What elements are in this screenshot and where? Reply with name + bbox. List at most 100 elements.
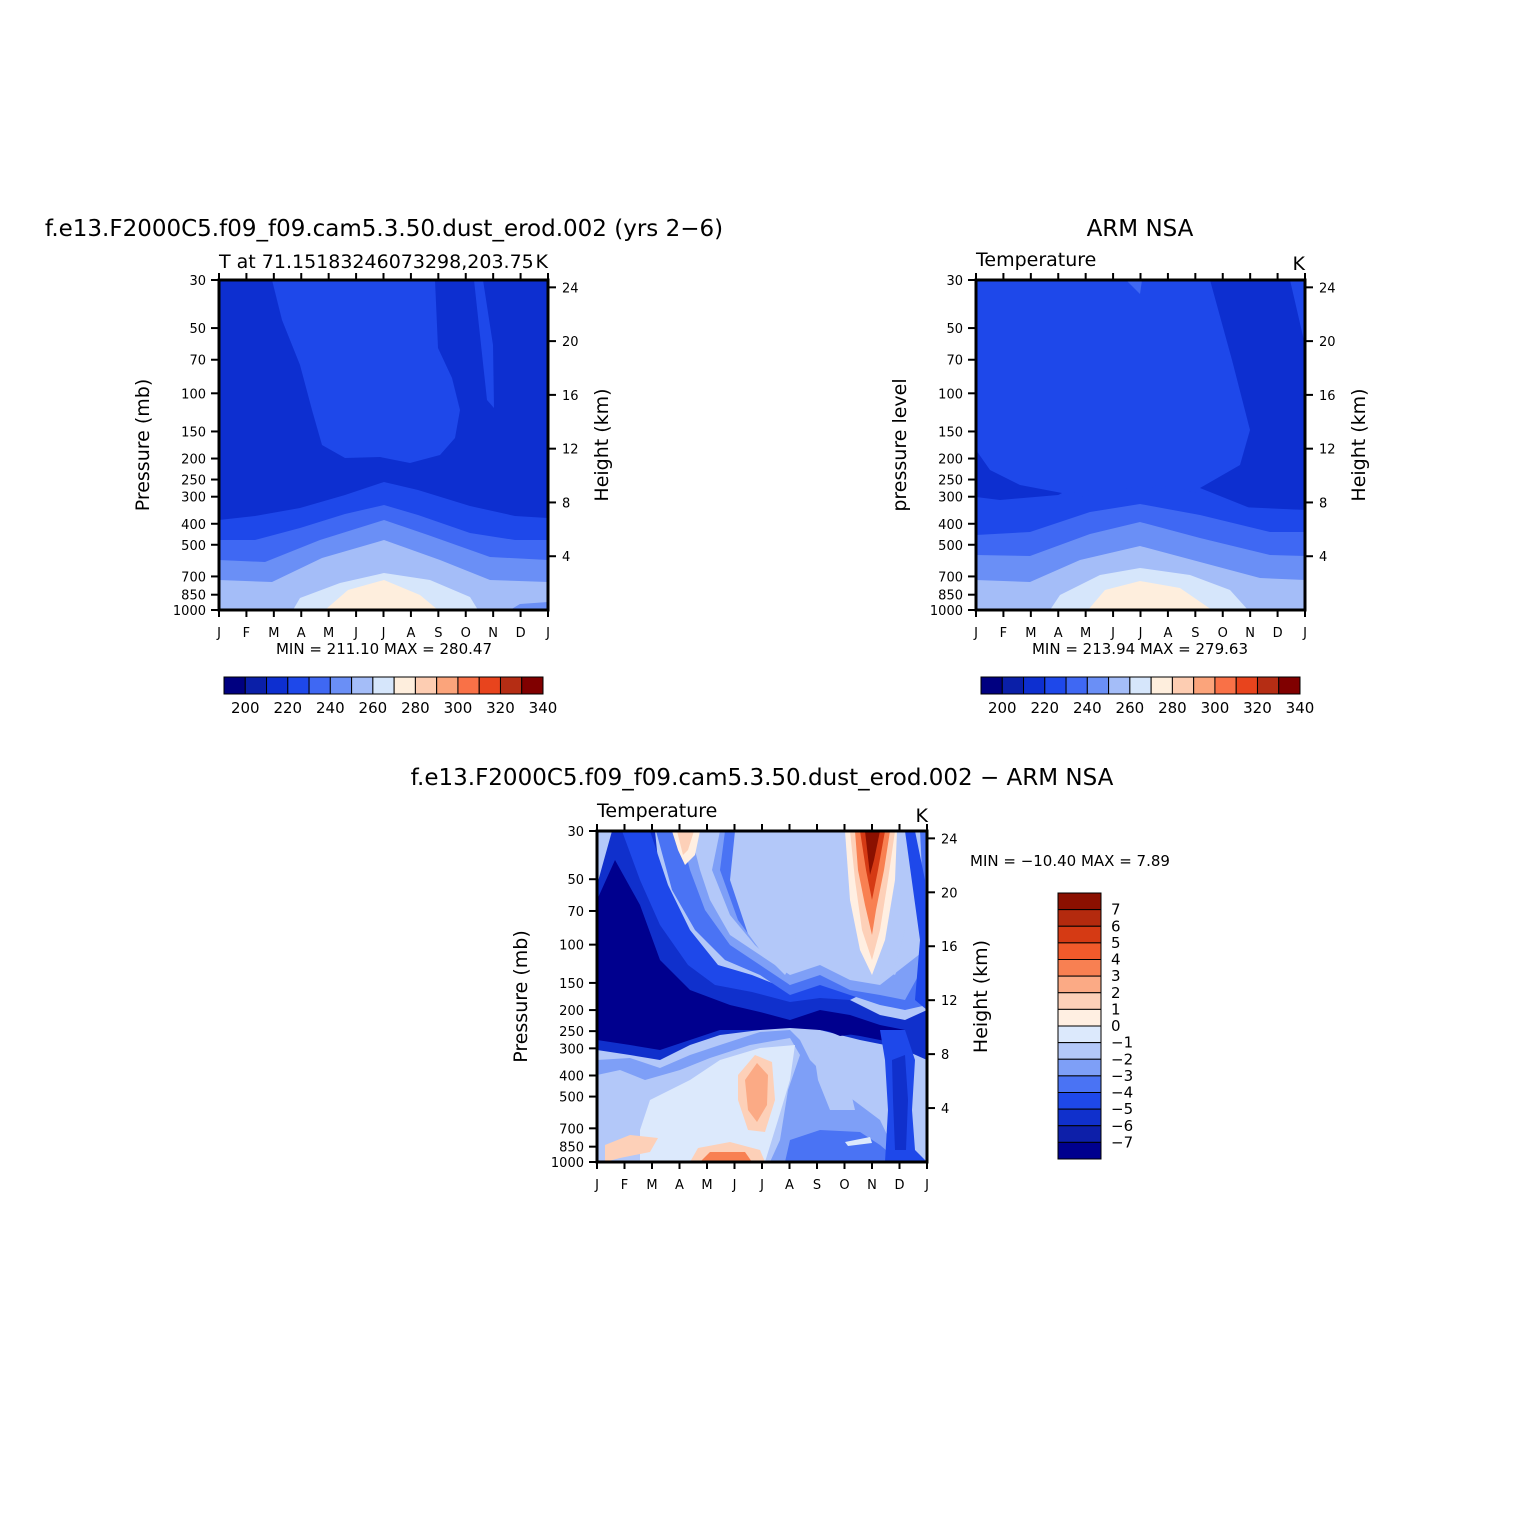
y-tick-label: 30 xyxy=(189,274,206,289)
colorbar-label: 340 xyxy=(529,699,558,717)
y-tick-label: 30 xyxy=(946,274,963,289)
colorbar-swatch xyxy=(393,676,416,695)
y-tick-label: 250 xyxy=(559,1025,584,1040)
y-right-tick-label: 4 xyxy=(562,550,570,565)
colorbar-swatch xyxy=(1001,676,1025,695)
diff-subtitle: Temperature xyxy=(596,800,717,822)
y-right-tick-label: 8 xyxy=(562,496,570,511)
x-tick-label: O xyxy=(839,1178,849,1193)
colorbar-swatch xyxy=(1057,942,1102,960)
x-tick-label: J xyxy=(545,626,550,641)
model-fill-streak xyxy=(474,280,494,408)
x-tick-label: J xyxy=(759,1178,764,1193)
y-right-tick-label: 4 xyxy=(1319,550,1327,565)
diff-fill-low-core xyxy=(597,860,905,1050)
colorbar-swatch xyxy=(1023,676,1046,695)
x-tick-label: N xyxy=(1245,626,1255,641)
x-tick-label: O xyxy=(461,626,471,641)
colorbar-swatch xyxy=(436,676,459,695)
y-tick-label: 1000 xyxy=(551,1156,584,1171)
colorbar-label: −3 xyxy=(1111,1067,1133,1085)
obs-fill-band-6 xyxy=(1088,581,1212,610)
y-tick-label: 70 xyxy=(567,905,584,920)
y-right-tick-label: 12 xyxy=(941,994,958,1009)
x-tick-label: J xyxy=(1138,626,1143,641)
y-tick-label: 850 xyxy=(559,1141,584,1156)
colorbar-label: 300 xyxy=(1201,699,1230,717)
y-right-axis-label: Height (km) xyxy=(1348,388,1370,501)
y-tick-label: 400 xyxy=(559,1070,584,1085)
colorbar-swatch xyxy=(1129,676,1152,695)
diff-fill-warm-top-2 xyxy=(677,831,694,855)
colorbar-swatch xyxy=(980,676,1003,695)
colorbar-swatch xyxy=(287,676,310,695)
y-axis-label: pressure level xyxy=(889,378,911,511)
x-tick-label: F xyxy=(621,1178,628,1193)
colorbar-swatch xyxy=(1057,1058,1102,1077)
colorbar-swatch xyxy=(1057,909,1102,927)
y-tick-label: 1000 xyxy=(930,604,963,619)
model-subtitle: T at 71.15183246073298,203.75 xyxy=(218,251,534,273)
diff-fill-mid-3 xyxy=(690,831,925,985)
x-tick-label: J xyxy=(1302,626,1307,641)
x-tick-label: J xyxy=(594,1178,599,1193)
colorbar-label: 340 xyxy=(1286,699,1315,717)
y-right-tick-label: 24 xyxy=(562,281,579,296)
colorbar-swatch xyxy=(457,676,480,695)
x-tick-label: A xyxy=(1163,626,1172,641)
diff-fill-sfc-warm-left xyxy=(605,1135,658,1162)
x-tick-label: D xyxy=(516,626,526,641)
colorbar-label: 220 xyxy=(273,699,302,717)
colorbar-swatch xyxy=(308,676,331,695)
x-tick-label: S xyxy=(813,1178,821,1193)
x-tick-label: A xyxy=(675,1178,684,1193)
obs-colorbar: 200 220 240 260 280 300 320 340 xyxy=(980,676,1315,717)
x-tick-label: J xyxy=(732,1178,737,1193)
model-title: f.e13.F2000C5.f09_f09.cam5.3.50.dust_ero… xyxy=(45,216,723,242)
obs-subtitle: Temperature xyxy=(975,249,1096,271)
y-right-axis-label: Height (km) xyxy=(591,388,613,501)
diff-panel: f.e13.F2000C5.f09_f09.cam5.3.50.dust_ero… xyxy=(411,765,1170,1193)
x-tick-label: J xyxy=(381,626,386,641)
x-tick-label: J xyxy=(973,626,978,641)
x-tick-label: M xyxy=(701,1178,712,1193)
y-tick-label: 500 xyxy=(938,539,963,554)
obs-minmax: MIN = 213.94 MAX = 279.63 xyxy=(1032,640,1248,658)
diff-fill-sfc-cold xyxy=(785,1130,900,1162)
colorbar-swatch xyxy=(244,676,268,695)
colorbar-label: 2 xyxy=(1111,984,1121,1002)
colorbar-swatch xyxy=(1150,676,1173,695)
obs-units: K xyxy=(1293,253,1306,275)
colorbar-swatch xyxy=(1057,925,1102,944)
obs-panel: ARM NSA Temperature K J F M A M J J A S O N D J 30 50 7… xyxy=(889,216,1370,717)
colorbar-label: 280 xyxy=(1158,699,1187,717)
y-tick-label: 250 xyxy=(181,474,206,489)
y-right-tick-label: 20 xyxy=(562,335,579,350)
y-right-tick-label: 24 xyxy=(1319,281,1336,296)
x-tick-label: N xyxy=(867,1178,877,1193)
colorbar-label: 240 xyxy=(1073,699,1102,717)
diff-fill-low-edge xyxy=(622,831,870,1002)
colorbar-label: −2 xyxy=(1111,1050,1133,1068)
colorbar-label: 320 xyxy=(486,699,515,717)
x-tick-label: S xyxy=(434,626,442,641)
y-tick-label: 100 xyxy=(559,939,584,954)
model-units: K xyxy=(536,251,549,273)
colorbar-swatch xyxy=(1108,676,1131,695)
y-tick-label: 50 xyxy=(567,873,584,888)
model-fill-corner xyxy=(510,602,548,610)
colorbar-label: −1 xyxy=(1111,1034,1133,1052)
colorbar-label: 240 xyxy=(316,699,345,717)
diff-fill-right-col-2 xyxy=(892,1055,908,1150)
colorbar-label: 300 xyxy=(444,699,473,717)
colorbar-label: 7 xyxy=(1111,901,1121,919)
y-tick-label: 250 xyxy=(938,474,963,489)
obs-fill-left xyxy=(976,450,1062,512)
colorbar-swatch xyxy=(521,676,544,695)
y-right-tick-label: 20 xyxy=(941,886,958,901)
colorbar-swatch xyxy=(1278,676,1301,695)
y-tick-label: 50 xyxy=(189,322,206,337)
colorbar-label: 3 xyxy=(1111,967,1121,985)
y-tick-label: 100 xyxy=(181,387,206,402)
